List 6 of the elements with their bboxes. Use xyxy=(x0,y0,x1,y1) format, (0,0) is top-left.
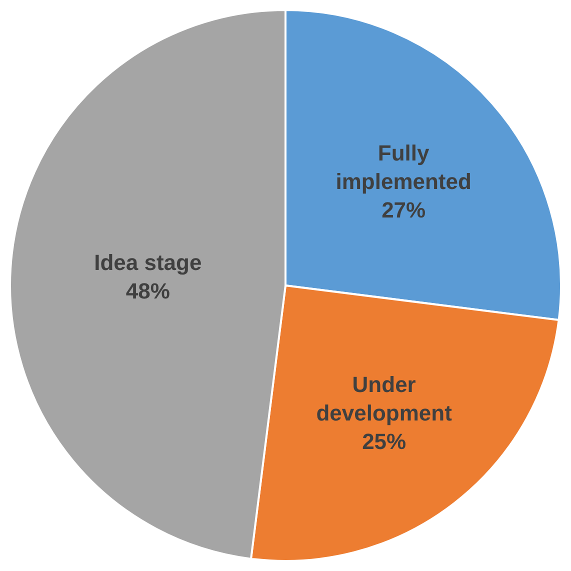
data-label: 25% xyxy=(362,429,406,454)
data-label: 48% xyxy=(126,278,170,304)
data-label: 27% xyxy=(382,197,426,222)
slice-label: Idea stage xyxy=(94,250,202,276)
slice-label: Under development xyxy=(316,372,453,426)
slice-label: Fully implemented xyxy=(336,140,472,194)
